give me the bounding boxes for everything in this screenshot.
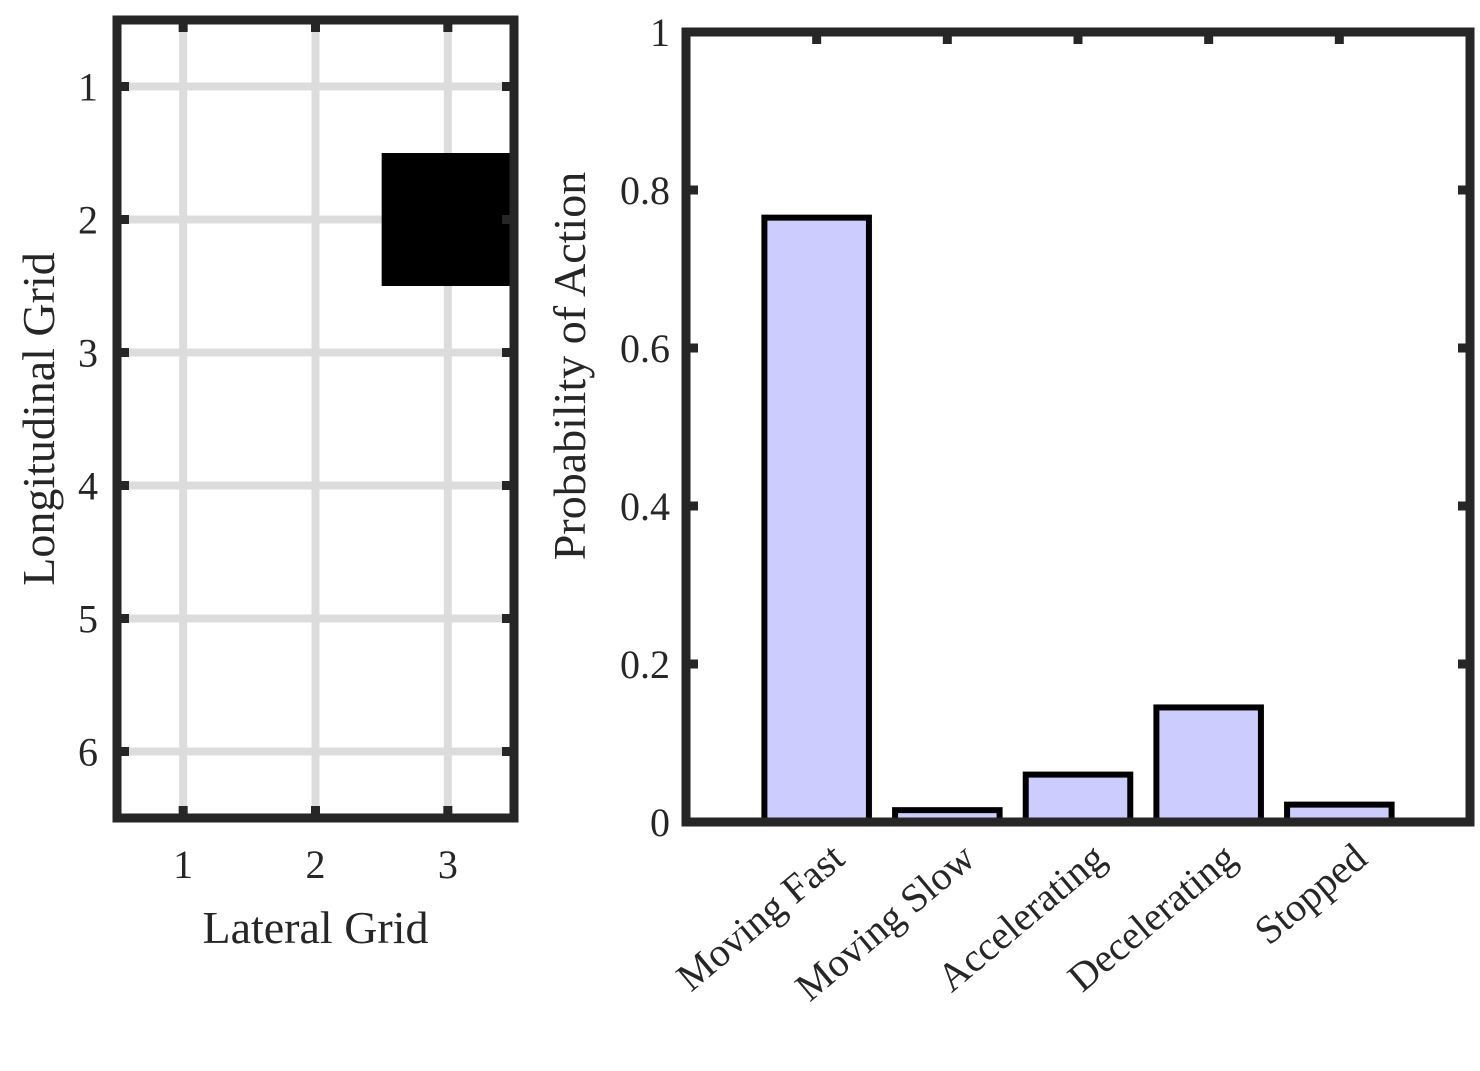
y-tick-label: 2 xyxy=(78,198,98,243)
grid-x-axis-label: Lateral Grid xyxy=(202,902,428,953)
grid-y-axis-label: Longitudinal Grid xyxy=(13,252,64,585)
bar-tick-marks xyxy=(686,27,1470,827)
occupied-cell xyxy=(381,153,511,286)
y-tick-label: 3 xyxy=(78,331,98,376)
category-label: Stopped xyxy=(1246,834,1375,953)
occupied-cells xyxy=(381,153,511,286)
y-tick-label: 0 xyxy=(650,800,670,845)
grid-y-tick-labels: 1 2 3 4 5 6 xyxy=(78,65,98,775)
y-tick-label: 0.8 xyxy=(620,168,670,213)
grid-x-tick-labels: 1 2 3 xyxy=(173,842,458,887)
bar-decelerating xyxy=(1153,704,1264,826)
y-tick-label: 0.6 xyxy=(620,326,670,371)
x-tick-label: 3 xyxy=(438,842,458,887)
grid-lines xyxy=(117,20,514,818)
y-tick-label: 5 xyxy=(78,597,98,642)
bar-y-axis-label: Probability of Action xyxy=(544,172,595,560)
occupancy-grid-panel: 1 2 3 1 2 3 4 5 6 Lateral Grid Longitudinal Gri… xyxy=(13,15,519,953)
grid-tick-marks xyxy=(117,20,514,818)
y-tick-label: 1 xyxy=(78,65,98,110)
bar-accelerating xyxy=(1022,771,1134,825)
bar-y-tick-labels: 0 0.2 0.4 0.6 0.8 1 xyxy=(620,10,670,845)
y-tick-label: 6 xyxy=(78,730,98,775)
x-tick-label: 1 xyxy=(173,842,193,887)
y-tick-label: 0.4 xyxy=(620,484,670,529)
bar-moving-fast xyxy=(761,214,872,825)
bars xyxy=(761,214,1395,826)
x-tick-label: 2 xyxy=(306,842,326,887)
y-tick-label: 1 xyxy=(650,10,670,55)
y-tick-label: 4 xyxy=(78,464,98,509)
y-tick-label: 0.2 xyxy=(620,642,670,687)
